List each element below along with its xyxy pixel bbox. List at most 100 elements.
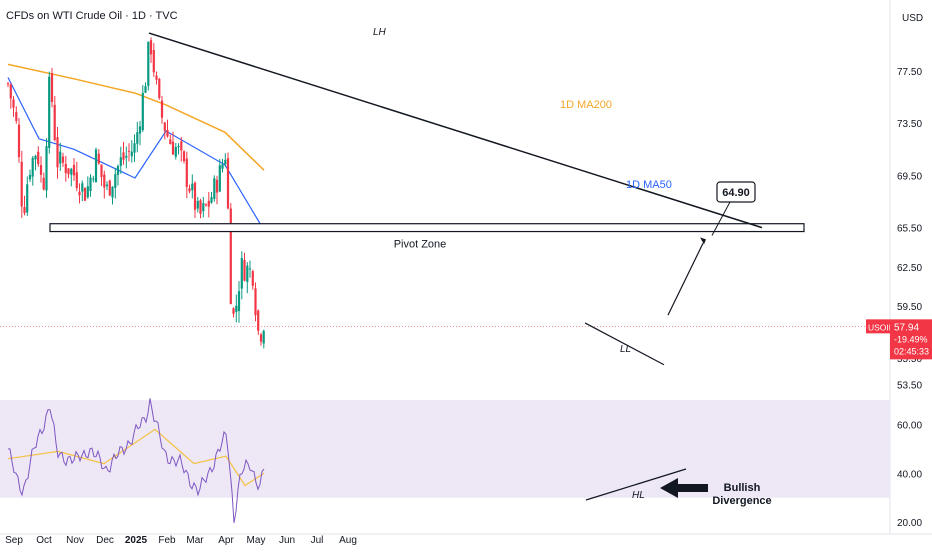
last-price-countdown: 02:45:33 xyxy=(894,346,929,356)
candle-body xyxy=(103,174,106,188)
divergence-label-line1: Bullish xyxy=(724,482,761,494)
time-axis-label: Sep xyxy=(5,535,23,546)
candle-body xyxy=(221,164,224,169)
target-callout-pointer xyxy=(711,201,731,236)
candle-body xyxy=(158,78,161,98)
candle-body xyxy=(166,130,169,137)
candle-body xyxy=(12,99,15,108)
candle-body xyxy=(257,310,260,331)
lower-lows-line xyxy=(584,322,665,366)
candle-body xyxy=(180,141,183,151)
candle-body xyxy=(48,76,51,148)
candle-body xyxy=(78,191,81,196)
candle-body xyxy=(130,151,133,157)
candle-body xyxy=(199,200,202,214)
candle-body xyxy=(243,260,246,281)
candle-body xyxy=(116,165,120,175)
candle-body xyxy=(218,165,221,192)
time-axis-label: Aug xyxy=(339,535,357,546)
candle-body xyxy=(125,155,128,158)
candle-body xyxy=(144,86,147,93)
time-axis-label: Jun xyxy=(279,535,295,546)
candle-body xyxy=(20,161,23,207)
price-tick-label: 73.50 xyxy=(897,119,922,130)
candle-body xyxy=(64,163,67,174)
candle-body xyxy=(119,157,122,166)
candle-body xyxy=(254,288,257,316)
candle-body xyxy=(56,137,59,168)
candle-body xyxy=(81,183,84,192)
candle-body xyxy=(100,164,103,178)
candle-body xyxy=(196,201,199,209)
candle-body xyxy=(213,178,216,199)
candle-body xyxy=(174,147,177,157)
candle-body xyxy=(89,177,92,191)
candle-body xyxy=(9,84,12,99)
rsi-tick-label: 20.00 xyxy=(897,518,922,529)
candle-body xyxy=(155,75,158,80)
candle-body xyxy=(182,151,186,161)
candle-body xyxy=(86,186,89,198)
candle-body xyxy=(94,149,98,183)
candle-body xyxy=(23,207,26,214)
candle-body xyxy=(259,334,263,342)
candle-body xyxy=(133,143,136,153)
candle-body xyxy=(97,153,100,164)
candle-body xyxy=(15,112,18,121)
candle-body xyxy=(202,203,205,212)
candle-body xyxy=(136,132,139,144)
candle-body xyxy=(147,41,150,86)
ma200-label: 1D MA200 xyxy=(560,99,612,111)
candle-body xyxy=(83,188,87,201)
price-tick-label: 59.50 xyxy=(897,302,922,313)
time-axis-label: Nov xyxy=(66,535,84,546)
divergence-arrow xyxy=(660,478,708,498)
candle-body xyxy=(92,178,95,180)
rsi-tick-label: 60.00 xyxy=(897,421,922,432)
candle-body xyxy=(160,100,164,118)
candle-body xyxy=(169,139,172,145)
last-price-change: -19.49% xyxy=(894,334,928,344)
candle-body xyxy=(105,184,109,187)
candle-body xyxy=(59,151,62,164)
price-tick-label: 55.50 xyxy=(897,354,922,365)
rsi-ma-line xyxy=(7,428,265,487)
price-tick-label: 77.50 xyxy=(897,67,922,78)
candle-body xyxy=(240,258,243,289)
projection-arrow-line xyxy=(667,243,704,316)
ll-label: LL xyxy=(620,344,631,355)
candle-body xyxy=(127,150,131,152)
candle-body xyxy=(122,152,125,160)
rsi-tick-label: 40.00 xyxy=(897,469,922,480)
candle-body xyxy=(28,174,32,180)
lh-label: LH xyxy=(373,27,387,38)
chart-title: CFDs on WTI Crude Oil · 1D · TVC xyxy=(6,10,178,22)
candle-body xyxy=(171,141,175,155)
rsi-higher-lows-line xyxy=(585,468,687,501)
candle-body xyxy=(42,177,45,190)
candle-body xyxy=(108,180,111,196)
price-axis-currency: USD xyxy=(902,13,923,24)
candle-body xyxy=(229,208,232,305)
candle-body xyxy=(138,126,142,134)
pivot-zone-label: Pivot Zone xyxy=(394,239,447,251)
candle-body xyxy=(45,146,48,191)
rsi-line xyxy=(7,398,265,523)
candle-body xyxy=(185,158,188,187)
candle-body xyxy=(50,73,54,102)
last-price-symbol-tag xyxy=(866,319,890,334)
candle-body xyxy=(61,156,65,163)
time-axis-label: Oct xyxy=(36,535,52,546)
ma200-line xyxy=(7,63,265,171)
candle-body xyxy=(193,182,197,210)
candle-body xyxy=(204,204,208,206)
candle-body xyxy=(111,186,114,198)
candle-body xyxy=(235,305,238,313)
candle-body xyxy=(17,124,21,158)
last-price-value: 57.94 xyxy=(894,322,919,333)
candle-body xyxy=(237,291,241,311)
candle-body xyxy=(177,146,180,148)
last-price-symbol: USOIL xyxy=(868,322,894,332)
